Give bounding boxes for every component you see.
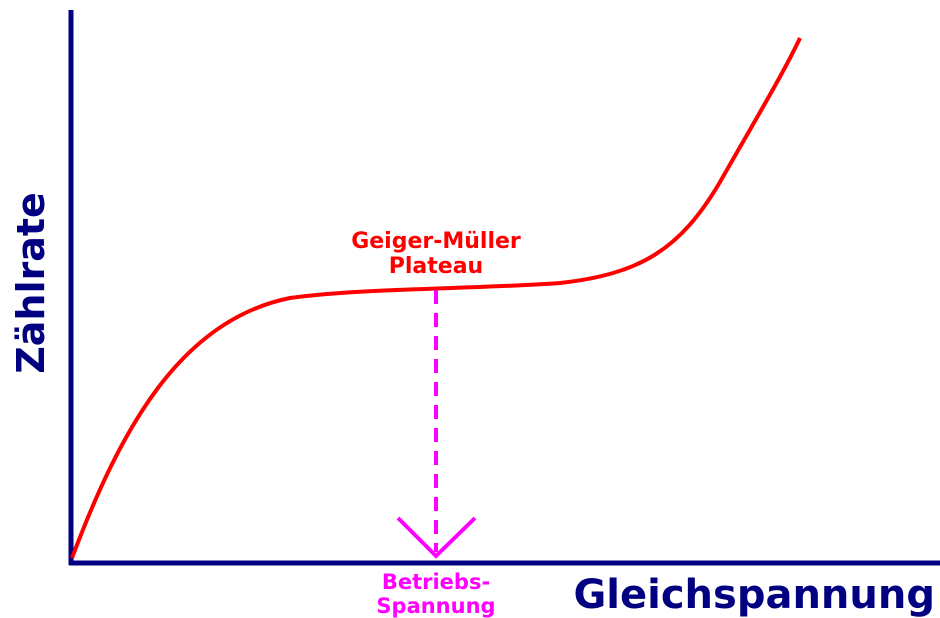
- marker-label: Spannung: [376, 594, 495, 618]
- arrow-head: [396, 516, 477, 559]
- x-axis-label: Gleichspannung: [573, 572, 935, 618]
- marker-label: Betriebs-: [382, 570, 490, 594]
- plateau-curve: [70, 37, 802, 559]
- curve-label: Geiger-Müller: [351, 229, 521, 254]
- curve-label: Plateau: [389, 254, 483, 279]
- y-axis-label: Zählrate: [9, 192, 53, 374]
